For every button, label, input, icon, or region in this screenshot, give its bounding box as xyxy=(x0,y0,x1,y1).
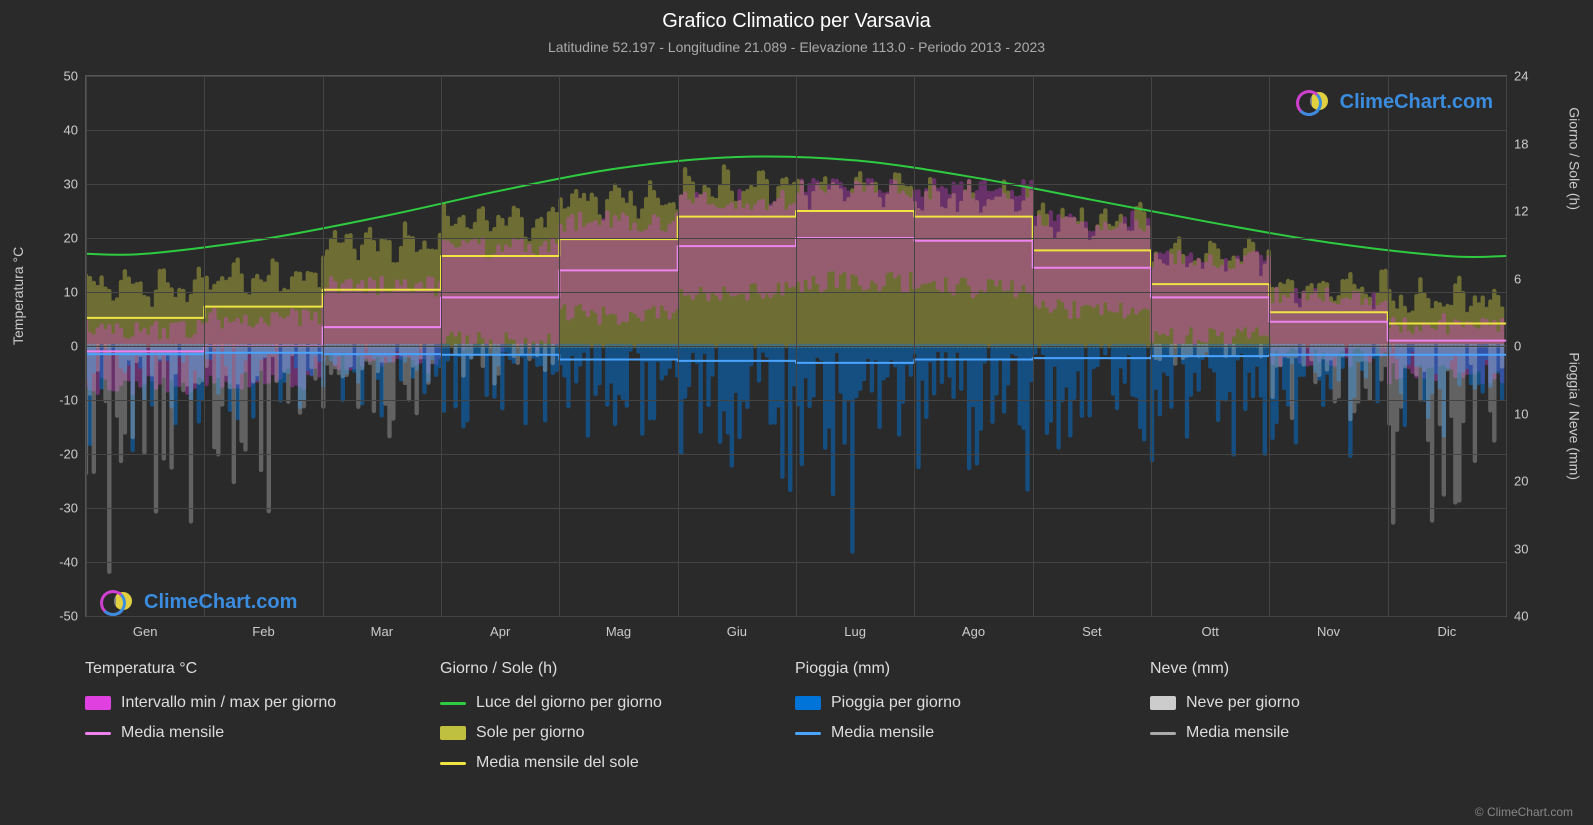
legend-header: Giorno / Sole (h) xyxy=(440,660,795,678)
y-left-tick: -40 xyxy=(59,555,86,570)
watermark-bottom: ClimeChart.com xyxy=(100,590,297,614)
legend-label: Media mensile xyxy=(1186,724,1289,742)
x-month-tick: Nov xyxy=(1317,616,1340,639)
legend-label: Media mensile xyxy=(831,724,934,742)
x-month-tick: Gen xyxy=(133,616,158,639)
x-month-tick: Mag xyxy=(606,616,631,639)
x-month-tick: Giu xyxy=(727,616,747,639)
chart-title: Grafico Climatico per Varsavia xyxy=(0,0,1593,33)
legend-label: Media mensile del sole xyxy=(476,754,639,772)
y-left-tick: -10 xyxy=(59,393,86,408)
x-month-tick: Mar xyxy=(371,616,393,639)
legend-item: Media mensile xyxy=(1150,724,1505,742)
legend-item: Sole per giorno xyxy=(440,724,795,742)
y-right-bottom-tick: 30 xyxy=(1506,541,1528,556)
y-right-bottom-tick: 10 xyxy=(1506,406,1528,421)
legend-label: Media mensile xyxy=(121,724,224,742)
legend-label: Intervallo min / max per giorno xyxy=(121,694,336,712)
legend-column: Giorno / Sole (h) Luce del giorno per gio… xyxy=(440,660,795,772)
climechart-logo-icon xyxy=(1296,90,1332,114)
y-left-tick: -50 xyxy=(59,609,86,624)
legend-swatch xyxy=(1150,696,1176,710)
legend-swatch xyxy=(440,702,466,705)
y-left-tick: 20 xyxy=(64,231,86,246)
legend-item: Media mensile xyxy=(795,724,1150,742)
copyright: © ClimeChart.com xyxy=(1475,805,1573,819)
legend-item: Luce del giorno per giorno xyxy=(440,694,795,712)
legend-column: Pioggia (mm) Pioggia per giorno Media mens… xyxy=(795,660,1150,772)
legend-item: Intervallo min / max per giorno xyxy=(85,694,440,712)
legend-label: Neve per giorno xyxy=(1186,694,1300,712)
x-month-tick: Dic xyxy=(1437,616,1456,639)
x-month-tick: Ott xyxy=(1201,616,1218,639)
y-axis-right-bottom-label: Pioggia / Neve (mm) xyxy=(1567,352,1583,480)
legend-item: Pioggia per giorno xyxy=(795,694,1150,712)
legend-header: Pioggia (mm) xyxy=(795,660,1150,678)
legend-swatch xyxy=(440,762,466,765)
legend-swatch xyxy=(795,732,821,735)
y-left-tick: 10 xyxy=(64,285,86,300)
watermark-text: ClimeChart.com xyxy=(144,591,297,614)
y-left-tick: -30 xyxy=(59,501,86,516)
y-right-top-tick: 24 xyxy=(1506,69,1528,84)
legend-label: Luce del giorno per giorno xyxy=(476,694,662,712)
legend-label: Sole per giorno xyxy=(476,724,585,742)
climechart-logo-icon xyxy=(100,590,136,614)
y-right-top-tick: 12 xyxy=(1506,204,1528,219)
legend-item: Media mensile xyxy=(85,724,440,742)
x-month-tick: Apr xyxy=(490,616,510,639)
legend-swatch xyxy=(1150,732,1176,735)
y-right-top-tick: 6 xyxy=(1506,271,1521,286)
y-left-tick: -20 xyxy=(59,447,86,462)
legend-header: Neve (mm) xyxy=(1150,660,1505,678)
legend-label: Pioggia per giorno xyxy=(831,694,961,712)
chart-plot-area: 50403020100-10-20-30-40-5024181260102030… xyxy=(85,75,1507,617)
x-month-tick: Feb xyxy=(252,616,274,639)
x-month-tick: Ago xyxy=(962,616,985,639)
y-right-bottom-tick: 40 xyxy=(1506,609,1528,624)
legend-item: Neve per giorno xyxy=(1150,694,1505,712)
y-axis-right-top-label: Giorno / Sole (h) xyxy=(1567,107,1583,210)
watermark-top: ClimeChart.com xyxy=(1296,90,1493,114)
legend-swatch xyxy=(85,696,111,710)
legend-swatch xyxy=(440,726,466,740)
watermark-text: ClimeChart.com xyxy=(1340,91,1493,114)
y-axis-left-label: Temperatura °C xyxy=(10,247,26,345)
legend-header: Temperatura °C xyxy=(85,660,440,678)
legend: Temperatura °C Intervallo min / max per g… xyxy=(85,660,1505,772)
legend-swatch xyxy=(795,696,821,710)
legend-item: Media mensile del sole xyxy=(440,754,795,772)
legend-column: Temperatura °C Intervallo min / max per g… xyxy=(85,660,440,772)
x-month-tick: Lug xyxy=(844,616,866,639)
y-left-tick: 0 xyxy=(71,339,86,354)
y-right-top-tick: 0 xyxy=(1506,339,1521,354)
legend-swatch xyxy=(85,732,111,735)
chart-subtitle: Latitudine 52.197 - Longitudine 21.089 -… xyxy=(0,33,1593,55)
y-left-tick: 40 xyxy=(64,123,86,138)
y-right-bottom-tick: 20 xyxy=(1506,474,1528,489)
y-left-tick: 50 xyxy=(64,69,86,84)
x-month-tick: Set xyxy=(1082,616,1102,639)
legend-column: Neve (mm) Neve per giorno Media mensile xyxy=(1150,660,1505,772)
y-right-top-tick: 18 xyxy=(1506,136,1528,151)
y-left-tick: 30 xyxy=(64,177,86,192)
